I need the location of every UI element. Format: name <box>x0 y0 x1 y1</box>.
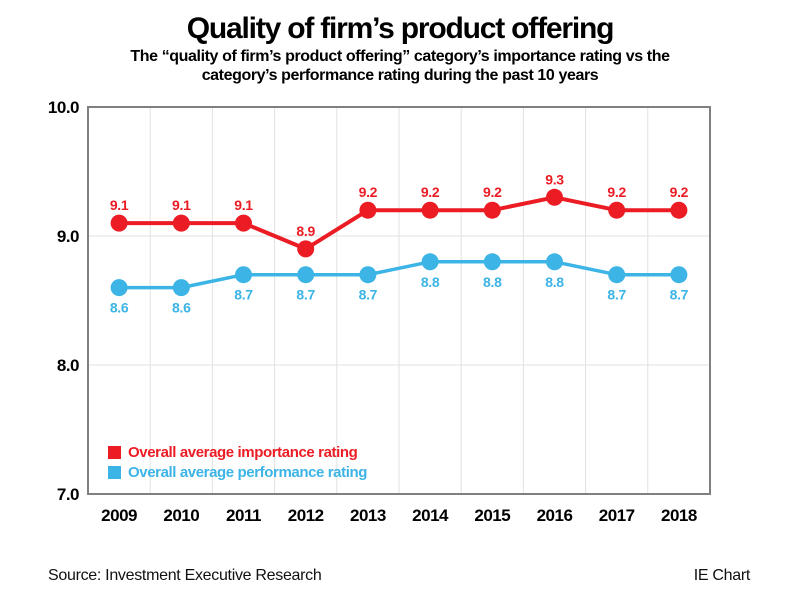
legend-label: Overall average performance rating <box>128 464 367 481</box>
data-point <box>421 201 439 219</box>
x-tick-label: 2010 <box>163 506 199 525</box>
data-label: 8.8 <box>545 274 564 290</box>
y-tick-label: 8.0 <box>57 356 79 375</box>
data-label: 9.1 <box>234 197 253 213</box>
series-line-importance <box>119 195 679 251</box>
chart-subtitle-line2: category’s performance rating during the… <box>201 67 599 84</box>
data-point <box>172 214 190 232</box>
x-tick-label: 2014 <box>412 506 449 525</box>
data-label: 8.7 <box>670 287 689 303</box>
source-credit: Source: Investment Executive Research <box>48 567 322 584</box>
data-label: 9.2 <box>483 184 502 200</box>
data-label: 8.6 <box>172 300 191 316</box>
x-tick-label: 2012 <box>288 506 324 525</box>
data-label: 8.8 <box>483 274 502 290</box>
series-line-performance <box>119 260 679 290</box>
x-tick-label: 2009 <box>101 506 137 525</box>
x-tick-label: 2011 <box>226 506 261 525</box>
legend-label: Overall average importance rating <box>128 444 358 461</box>
legend-swatch <box>108 446 121 459</box>
data-label: 9.1 <box>110 197 129 213</box>
data-point <box>359 266 377 284</box>
data-label: 8.7 <box>296 287 315 303</box>
x-tick-label: 2017 <box>599 506 635 525</box>
x-tick-label: 2018 <box>661 506 697 525</box>
data-label: 8.7 <box>234 287 253 303</box>
data-point <box>297 240 315 258</box>
data-point <box>608 201 626 219</box>
x-tick-label: 2015 <box>474 506 510 525</box>
plot-border <box>87 106 711 495</box>
chart-subtitle-line1: The “quality of firm’s product offering”… <box>130 48 670 65</box>
legend-swatch <box>108 466 121 479</box>
data-label: 8.8 <box>421 274 440 290</box>
data-point <box>546 253 563 271</box>
data-point <box>359 201 377 219</box>
data-label: 9.2 <box>607 184 626 200</box>
data-label: 8.9 <box>296 223 315 239</box>
data-point <box>483 201 501 219</box>
data-point <box>172 279 190 297</box>
data-label: 9.3 <box>545 171 564 187</box>
data-label: 8.7 <box>359 287 378 303</box>
x-tick-label: 2016 <box>537 506 573 525</box>
chart-title: Quality of firm’s product offering <box>186 12 615 45</box>
data-label: 9.2 <box>359 184 378 200</box>
data-point <box>235 266 252 284</box>
data-label: 9.1 <box>172 197 191 213</box>
data-point <box>110 279 128 297</box>
chart-subtitle: The “quality of firm’s product offering”… <box>0 47 800 85</box>
y-tick-label: 9.0 <box>57 227 79 246</box>
data-point <box>670 201 688 219</box>
data-label: 8.7 <box>607 287 626 303</box>
data-point <box>483 253 501 271</box>
data-point <box>421 253 439 271</box>
y-tick-label: 7.0 <box>57 485 79 504</box>
data-label: 8.6 <box>110 300 129 316</box>
y-tick-label: 10.0 <box>48 98 79 117</box>
x-tick-label: 2013 <box>350 506 386 525</box>
data-point <box>110 214 128 232</box>
data-point <box>608 266 626 284</box>
data-point <box>670 266 688 284</box>
data-point <box>297 266 315 284</box>
chart-credit: IE Chart <box>693 567 751 584</box>
data-label: 9.2 <box>670 184 689 200</box>
data-label: 9.2 <box>421 184 440 200</box>
data-point <box>235 214 252 232</box>
data-point <box>546 188 563 206</box>
